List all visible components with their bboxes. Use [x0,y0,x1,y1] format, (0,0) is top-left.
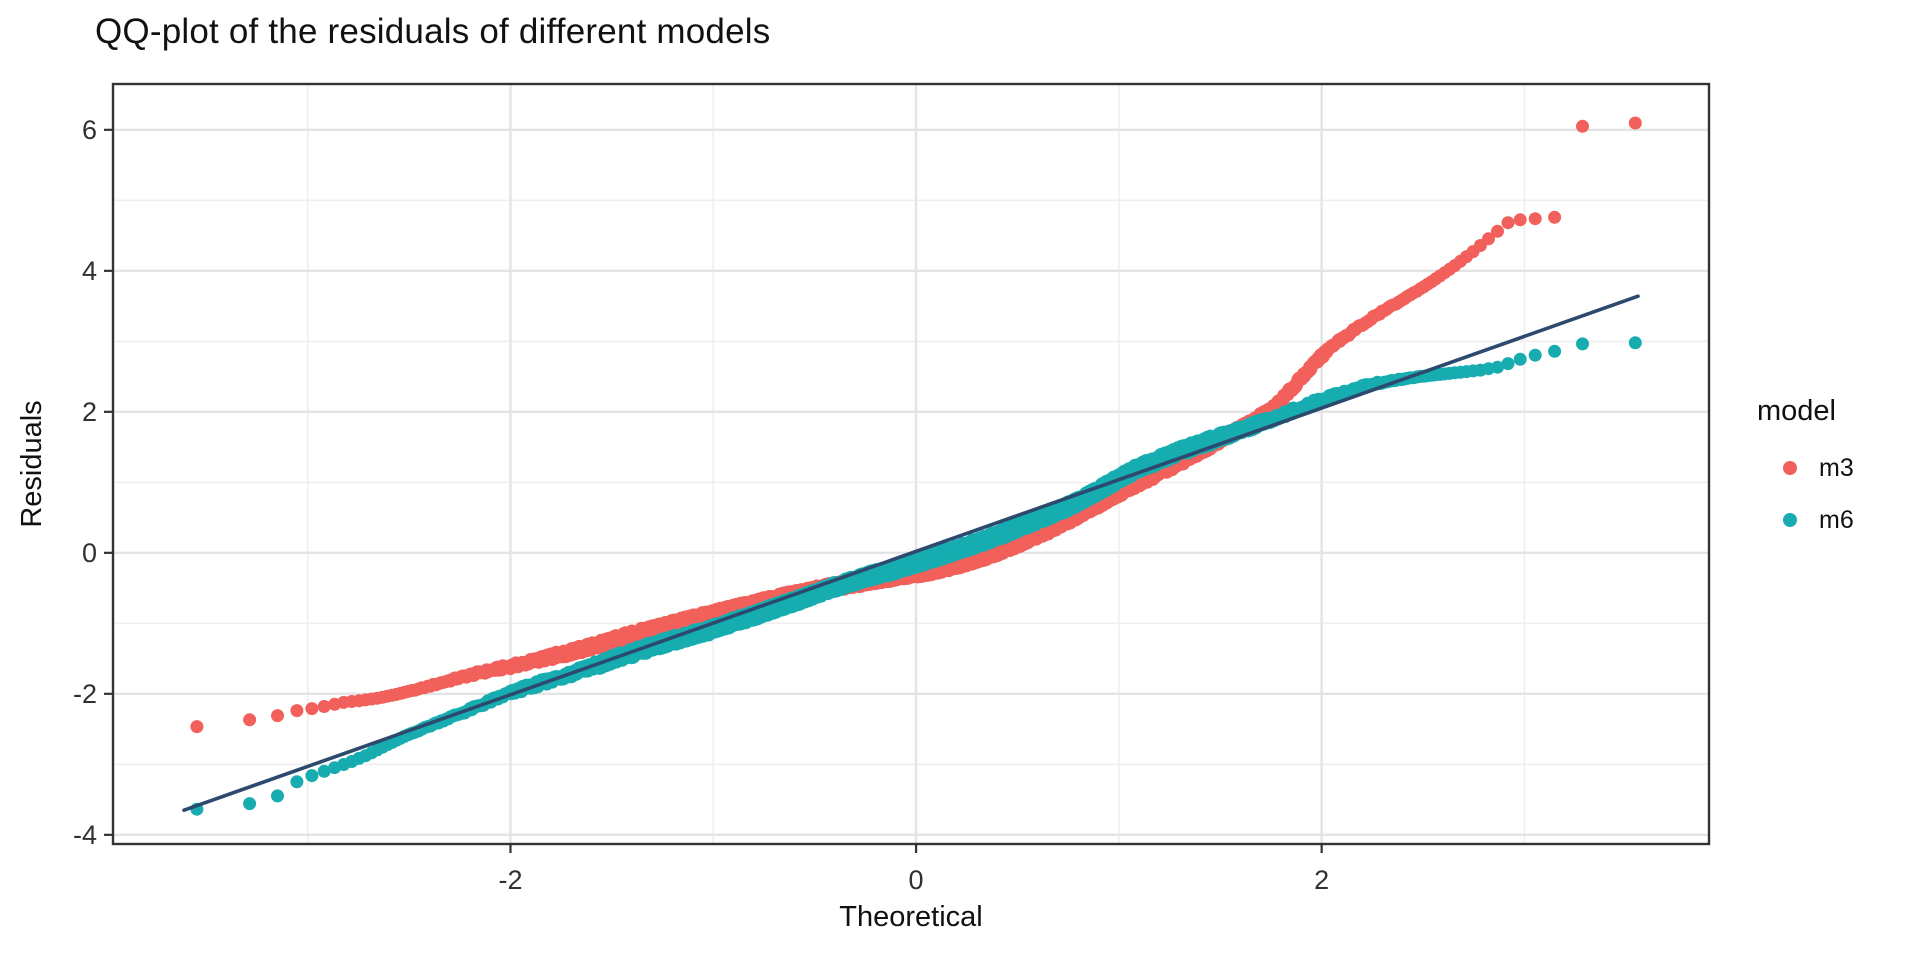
legend-label-m6: m6 [1819,505,1854,534]
legend-entry-m3: m3 [1757,442,1854,494]
m3-point-icon [1783,461,1797,475]
legend-entry-m6: m6 [1757,494,1854,546]
chart-title: QQ-plot of the residuals of different mo… [95,12,771,51]
x-axis-title: Theoretical [839,901,983,933]
legend: model m3 m6 [1757,394,1854,546]
m6-point-icon [1783,513,1797,527]
y-axis-title: Residuals [16,400,48,528]
legend-label-m3: m3 [1819,453,1854,482]
legend-title: model [1757,395,1836,427]
